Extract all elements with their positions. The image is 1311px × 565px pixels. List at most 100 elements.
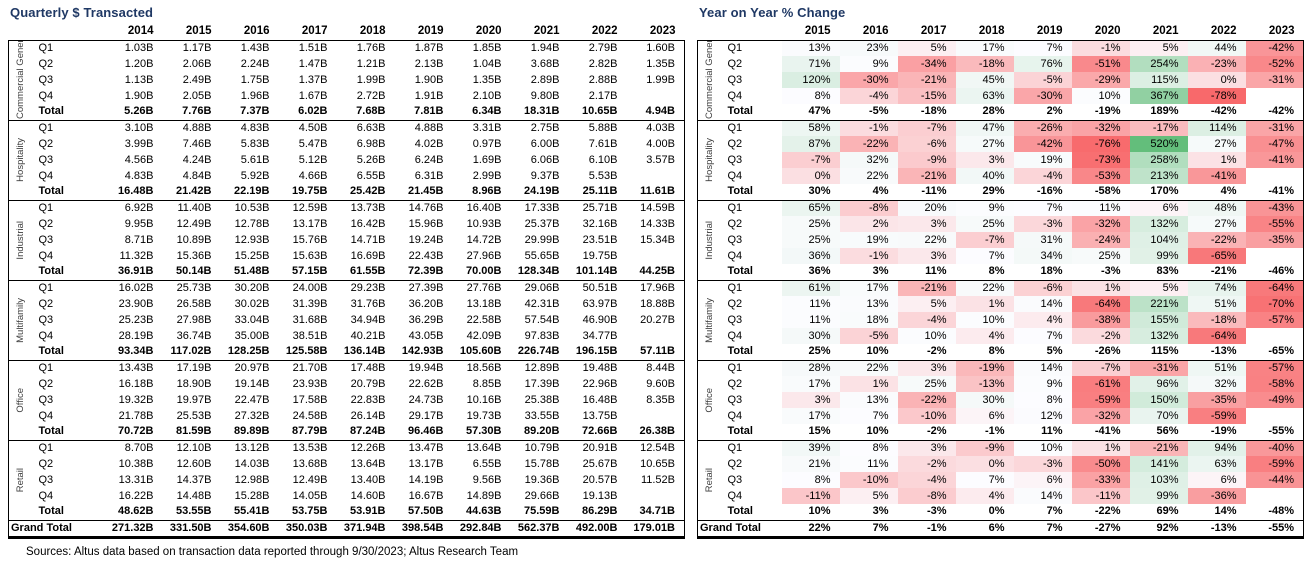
value-cell: 30% <box>808 185 831 198</box>
quarterly-transacted-table: 2014 2015 2016 2017 2018 2019 2020 2021 2022 2023… <box>8 24 685 539</box>
year-header-row: 2014 2015 2016 2017 2018 2019 2020 2021 2022 2023 <box>9 24 685 40</box>
value-cell: 132% <box>1129 328 1188 344</box>
value-cell: -35% <box>1245 232 1304 248</box>
value-cell: 141% <box>1129 456 1188 472</box>
value-cell: 10% <box>808 505 831 518</box>
quarter-row: Q4 0% 22% -21% 40% -4% -53% 213% -41% <box>698 168 1304 184</box>
value-cell: 7% <box>1013 200 1072 216</box>
grand-total-cell: 562.37B <box>517 521 560 534</box>
row-label: Q2 <box>38 297 54 310</box>
value-cell: 3.68B <box>530 57 560 70</box>
group-total-row: Total 70.72B 81.59B 89.89B 87.79B 87.24B 96.46… <box>9 424 685 440</box>
quarter-row: Q4 1.90B 2.05B 1.96B 1.67B 2.72B 1.91B 2.10B 9.8… <box>9 88 685 104</box>
value-cell: 13.64B <box>466 441 502 454</box>
value-cell: 7% <box>1013 40 1072 56</box>
value-cell: 16.48B <box>582 393 618 406</box>
value-cell: 21% <box>781 456 840 472</box>
row-label: Total <box>727 105 753 118</box>
row-label: Q4 <box>38 249 54 262</box>
group-industrial: Industrial Q1 6.92B 11.40B 10.53B 12.59B 13.73… <box>8 200 685 280</box>
value-cell: 115% <box>1129 72 1188 88</box>
value-cell: 15.96B <box>408 217 444 230</box>
value-cell: 32% <box>1187 376 1246 392</box>
row-label: Total <box>38 265 64 278</box>
value-cell: -7% <box>781 152 840 168</box>
value-cell: 367% <box>1129 88 1188 104</box>
value-cell: 136.14B <box>343 345 386 358</box>
value-cell: 10% <box>955 312 1014 328</box>
group-label-text: Hospitality <box>15 138 27 182</box>
value-cell: 75.59B <box>524 505 560 518</box>
value-cell: 1.43B <box>240 41 270 54</box>
value-cell: 10% <box>866 425 889 438</box>
value-cell: 76% <box>1013 56 1072 72</box>
value-cell: 1.03B <box>124 41 154 54</box>
quarter-row: Commercial General/Misc. Q1 13% 23% 5% 17% 7% -… <box>698 40 1304 119</box>
value-cell: 0.97B <box>472 137 502 150</box>
value-cell: 15.76B <box>292 233 328 246</box>
value-cell: 1.60B <box>646 41 675 54</box>
value-cell: -13% <box>955 376 1014 392</box>
value-cell: 24.73B <box>408 393 444 406</box>
group-industrial: Industrial Q1 65% -8% 20% 9% 7% 11% 6% 48% -43% Q2 2… <box>697 200 1304 280</box>
value-cell: 22.58B <box>466 313 502 326</box>
value-cell: 4% <box>872 185 889 198</box>
value-cell: 5% <box>897 296 956 312</box>
value-cell: 10.93B <box>466 217 502 230</box>
value-cell: -78% <box>1187 88 1246 104</box>
quarterly-transacted-title: Quarterly $ Transacted <box>10 5 154 20</box>
row-label: Total <box>38 345 64 358</box>
value-cell: 13.68B <box>292 457 328 470</box>
quarter-row: Q4 21.78B 25.53B 27.32B 24.58B 26.14B 29.17B 19… <box>9 408 685 424</box>
value-cell: 25.11B <box>582 185 618 198</box>
value-cell: -2% <box>1071 328 1130 344</box>
group-label-text: Office <box>15 387 27 413</box>
value-cell: 97.83B <box>524 329 560 342</box>
value-cell: 10.89B <box>176 233 212 246</box>
group-office: Office Q1 13.43B 17.19B 20.97B 21.70B 17.48B 19… <box>8 360 685 440</box>
value-cell: 189% <box>1150 105 1179 118</box>
value-cell: 254% <box>1129 56 1188 72</box>
value-cell: 14.03B <box>234 457 270 470</box>
group-label: Office <box>9 360 33 440</box>
value-cell: 47% <box>955 120 1014 136</box>
value-cell: 19.32B <box>118 393 154 406</box>
value-cell: 13.73B <box>350 201 386 214</box>
grand-total-cell: 271.32B <box>111 521 154 534</box>
value-cell: 8.35B <box>646 393 675 406</box>
value-cell: 87.79B <box>292 425 328 438</box>
value-cell: 9.56B <box>472 473 502 486</box>
group-label: Hospitality <box>9 120 33 200</box>
value-cell: -21% <box>897 280 956 296</box>
value-cell: 258% <box>1129 152 1188 168</box>
value-cell: -23% <box>1187 56 1246 72</box>
value-cell: -30% <box>839 72 898 88</box>
grand-total-cell: 92% <box>1156 521 1179 534</box>
value-cell: 13.17B <box>408 457 444 470</box>
quarter-row: Q4 4.83B 4.84B 5.92B 4.66B 6.55B 6.31B 2.99B 9.3… <box>9 168 685 184</box>
value-cell: -73% <box>1071 152 1130 168</box>
quarter-row: Q2 16.18B 18.90B 19.14B 23.93B 20.79B 22.62B 8.… <box>9 376 685 392</box>
value-cell: 105.60B <box>459 345 502 358</box>
value-cell: 6.02B <box>298 105 328 118</box>
quarter-row: Q2 71% 9% -34% -18% 76% -51% 254% -23% -52% <box>698 56 1304 72</box>
quarter-row: Q2 3.99B 7.46B 5.83B 5.47B 6.98B 4.02B 0.97B 6.0… <box>9 136 685 152</box>
group-commercial-general-misc: Commercial General/Misc. Q1 1.03B 1.17B 1.43… <box>8 40 685 120</box>
value-cell: 23.93B <box>292 377 328 390</box>
value-cell: 32% <box>839 152 898 168</box>
value-cell: -4% <box>897 472 956 488</box>
value-cell: 13.40B <box>350 473 386 486</box>
value-cell: 9.37B <box>530 169 560 182</box>
value-cell: 17.19B <box>176 361 212 374</box>
group-hospitality: Hospitality Q1 58% -1% -7% 47% -26% -32% -17% 114… <box>697 120 1304 200</box>
value-cell: 14.71B <box>350 233 386 246</box>
quarter-row: Q3 19.32B 19.97B 22.47B 17.58B 22.83B 24.73B 10… <box>9 392 685 408</box>
value-cell: 15% <box>808 425 831 438</box>
value-cell: 3% <box>897 360 956 376</box>
value-cell: 11.32B <box>119 249 154 262</box>
value-cell: 53.75B <box>292 505 328 518</box>
value-cell: 1.99B <box>646 73 675 86</box>
value-cell: 9% <box>955 200 1014 216</box>
value-cell: 6% <box>1013 472 1072 488</box>
value-cell: 5.92B <box>240 169 270 182</box>
